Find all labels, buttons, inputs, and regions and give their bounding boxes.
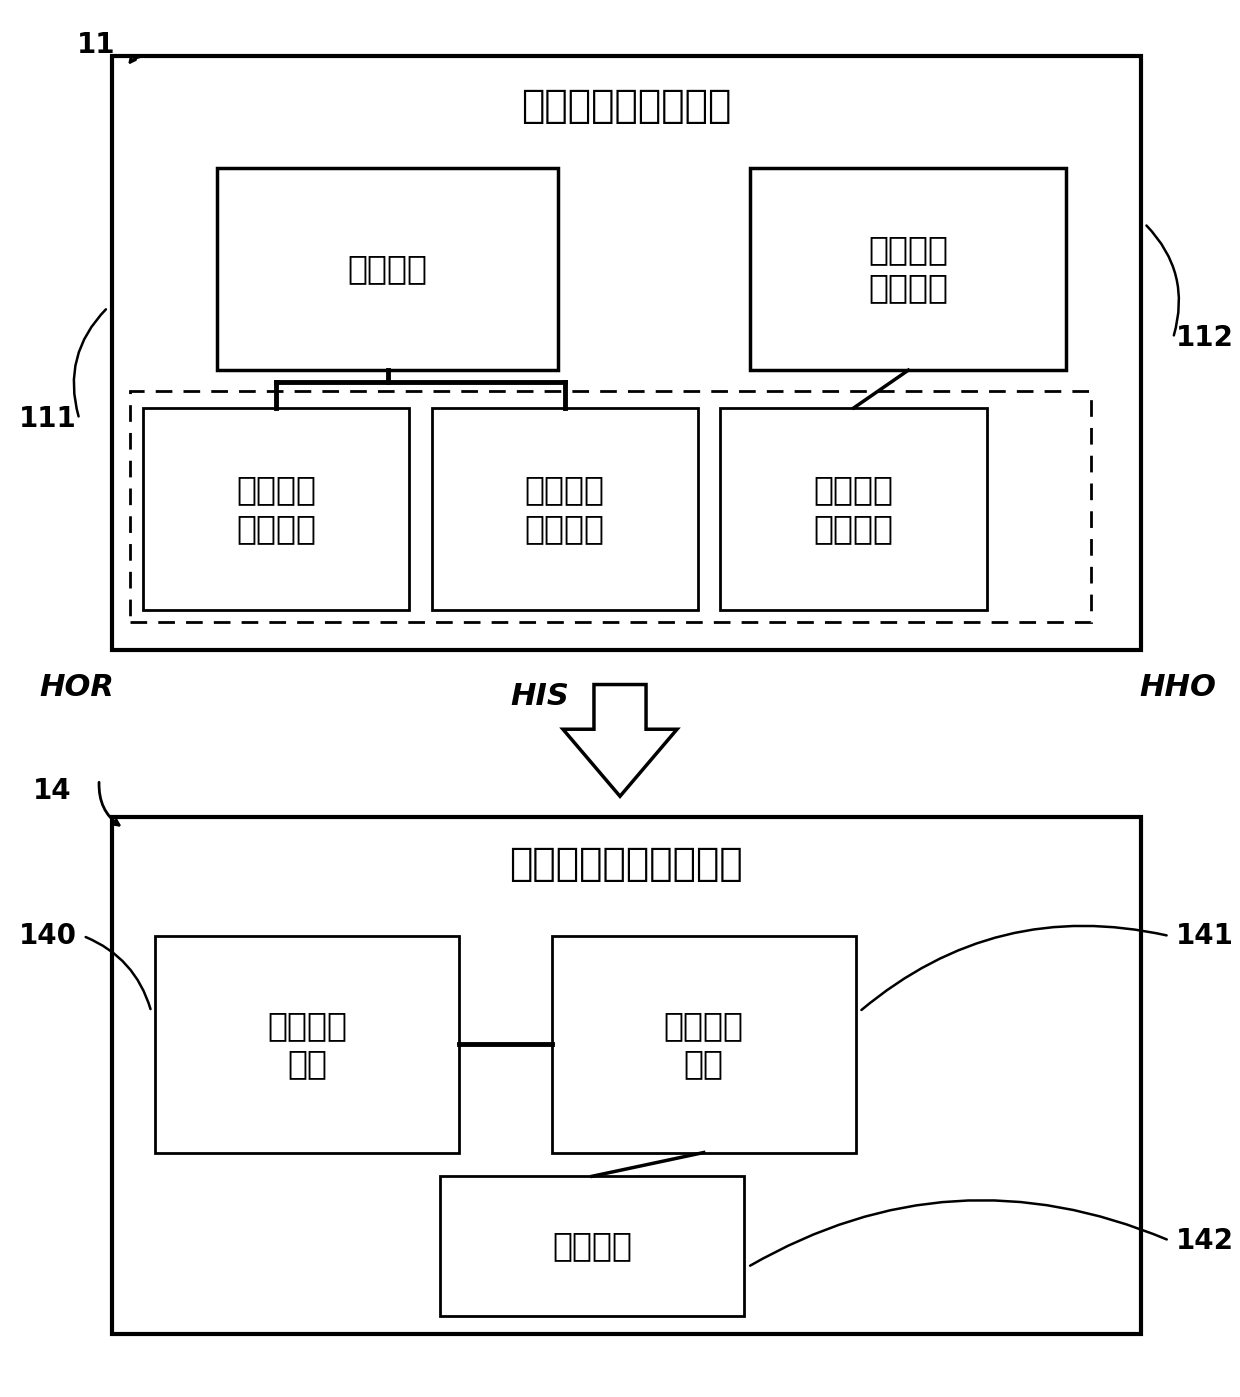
Bar	[130, 391, 1091, 622]
Text: HIS: HIS	[510, 682, 569, 711]
Bar	[143, 408, 409, 610]
Text: 头部行为
识别单元: 头部行为 识别单元	[813, 474, 894, 545]
Text: 第一情境
识别单元: 第一情境 识别单元	[525, 474, 605, 545]
Text: 摄像单元: 摄像单元	[347, 253, 428, 285]
Text: 人体异常活动判断模块: 人体异常活动判断模块	[510, 845, 743, 883]
Text: 142: 142	[1176, 1227, 1234, 1255]
Text: 第一穿戴式电子设备: 第一穿戴式电子设备	[521, 87, 732, 124]
Text: 数据融合
单元: 数据融合 单元	[663, 1009, 744, 1080]
Text: 140: 140	[19, 922, 77, 950]
Bar	[440, 1176, 744, 1316]
Text: 数据同步
单元: 数据同步 单元	[267, 1009, 347, 1080]
Text: 11: 11	[77, 31, 115, 59]
Polygon shape	[563, 685, 677, 796]
Text: HHO: HHO	[1140, 673, 1216, 703]
Bar	[155, 936, 459, 1153]
Text: 第一物件
识别单元: 第一物件 识别单元	[236, 474, 316, 545]
Bar	[217, 168, 558, 370]
Text: 111: 111	[19, 405, 77, 433]
Bar	[720, 408, 987, 610]
Text: 141: 141	[1176, 922, 1234, 950]
Text: 决策单元: 决策单元	[552, 1229, 632, 1263]
Text: 112: 112	[1176, 324, 1234, 352]
Text: 14: 14	[33, 777, 72, 805]
Text: HOR: HOR	[40, 673, 114, 703]
Bar	[432, 408, 698, 610]
Bar	[552, 936, 856, 1153]
Bar	[750, 168, 1066, 370]
Bar	[112, 817, 1141, 1334]
Bar	[112, 56, 1141, 650]
Text: 头部运动
侦测单元: 头部运动 侦测单元	[868, 233, 949, 305]
